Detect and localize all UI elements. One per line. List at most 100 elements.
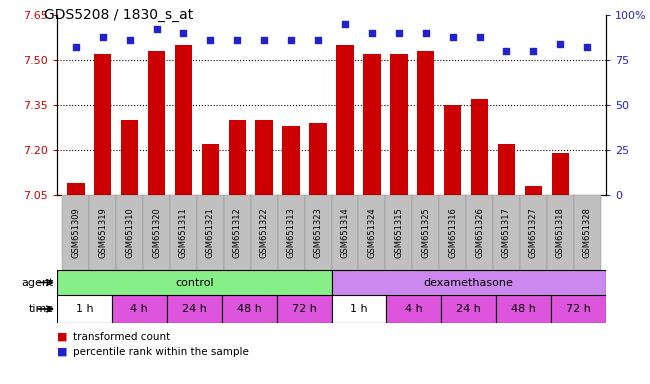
Text: GSM651320: GSM651320 (152, 207, 161, 258)
Text: GDS5208 / 1830_s_at: GDS5208 / 1830_s_at (44, 8, 193, 22)
Bar (112, 295, 167, 323)
Bar (282, 126, 300, 195)
Bar (551, 295, 606, 323)
Text: 24 h: 24 h (182, 304, 207, 314)
Point (124, 37, 135, 43)
Text: 48 h: 48 h (237, 304, 261, 314)
Point (232, 37, 242, 43)
Bar (444, 105, 462, 195)
Text: ■: ■ (57, 332, 68, 342)
Bar (229, 120, 246, 195)
Text: transformed count: transformed count (73, 332, 170, 342)
Point (367, 30, 377, 36)
Point (178, 30, 188, 36)
Point (421, 30, 431, 36)
Bar (94, 54, 112, 195)
Bar (277, 295, 332, 323)
Text: ■: ■ (57, 347, 68, 357)
Bar (67, 183, 85, 195)
Bar (170, 195, 197, 270)
Text: 1 h: 1 h (75, 304, 93, 314)
Text: GSM651313: GSM651313 (287, 207, 296, 258)
Text: GSM651319: GSM651319 (98, 207, 107, 258)
Point (98, 33, 108, 40)
Bar (167, 295, 222, 323)
Bar (305, 195, 332, 270)
Text: GSM651324: GSM651324 (367, 207, 376, 258)
Bar (57, 295, 112, 323)
Point (151, 26, 162, 33)
Bar (57, 270, 332, 295)
Text: 72 h: 72 h (292, 304, 317, 314)
Text: GSM651315: GSM651315 (395, 207, 403, 258)
Bar (255, 120, 273, 195)
Bar (202, 144, 219, 195)
Text: GSM651322: GSM651322 (260, 207, 268, 258)
Point (528, 48, 539, 54)
Bar (358, 195, 385, 270)
Bar (525, 186, 542, 195)
Bar (439, 195, 466, 270)
Point (582, 44, 592, 50)
Bar (551, 153, 569, 195)
Bar (441, 295, 496, 323)
Point (205, 37, 216, 43)
Text: 48 h: 48 h (511, 304, 536, 314)
Bar (148, 51, 165, 195)
Bar (385, 195, 412, 270)
Point (340, 21, 350, 27)
Text: GSM651314: GSM651314 (341, 207, 350, 258)
Point (71, 44, 81, 50)
Bar (390, 54, 408, 195)
Text: GSM651316: GSM651316 (448, 207, 457, 258)
Bar (143, 195, 170, 270)
Bar (386, 295, 441, 323)
Bar (332, 295, 386, 323)
Bar (471, 99, 488, 195)
Bar (121, 120, 138, 195)
Point (259, 37, 269, 43)
Point (555, 41, 566, 47)
Text: time: time (29, 304, 54, 314)
Text: GSM651312: GSM651312 (233, 207, 242, 258)
Text: 4 h: 4 h (131, 304, 148, 314)
Bar (116, 195, 143, 270)
Bar (547, 195, 574, 270)
Bar (332, 195, 358, 270)
Text: GSM651328: GSM651328 (582, 207, 592, 258)
Text: 1 h: 1 h (350, 304, 368, 314)
Bar (412, 195, 439, 270)
Bar (62, 195, 89, 270)
Point (501, 48, 512, 54)
Bar (332, 270, 606, 295)
Point (313, 37, 323, 43)
Bar (89, 195, 116, 270)
Bar (496, 295, 551, 323)
Point (394, 30, 404, 36)
Text: GSM651311: GSM651311 (179, 207, 188, 258)
Text: GSM651327: GSM651327 (529, 207, 538, 258)
Text: GSM651323: GSM651323 (313, 207, 322, 258)
Text: GSM651326: GSM651326 (475, 207, 484, 258)
Bar (336, 45, 354, 195)
Bar (278, 195, 305, 270)
Text: GSM651318: GSM651318 (556, 207, 565, 258)
Bar (363, 54, 381, 195)
Bar (574, 195, 601, 270)
Text: dexamethasone: dexamethasone (424, 278, 514, 288)
Bar (222, 295, 277, 323)
Bar (493, 195, 520, 270)
Bar (417, 51, 434, 195)
Bar (251, 195, 278, 270)
Point (286, 37, 296, 43)
Bar (224, 195, 251, 270)
Text: GSM651309: GSM651309 (72, 207, 81, 258)
Text: agent: agent (21, 278, 54, 288)
Text: GSM651321: GSM651321 (206, 207, 215, 258)
Text: control: control (175, 278, 214, 288)
Text: GSM651325: GSM651325 (421, 207, 430, 258)
Bar (498, 144, 515, 195)
Point (447, 33, 458, 40)
Bar (520, 195, 547, 270)
Text: 24 h: 24 h (456, 304, 481, 314)
